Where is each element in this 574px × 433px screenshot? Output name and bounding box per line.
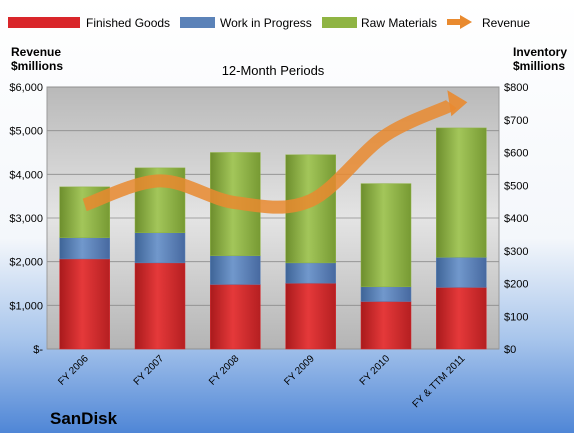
bar-work-in-progress — [360, 286, 412, 302]
left-tick-label: $4,000 — [9, 169, 43, 181]
bar-finished-goods — [134, 262, 186, 350]
left-tick-label: $- — [33, 344, 43, 356]
left-axis-label-line2: $millions — [11, 59, 63, 73]
right-tick-label: $800 — [504, 82, 528, 94]
legend-swatch-raw-materials — [322, 17, 357, 28]
left-tick-label: $6,000 — [9, 82, 43, 94]
bar-work-in-progress — [210, 255, 261, 285]
bar-finished-goods — [210, 284, 261, 350]
bar-work-in-progress — [436, 257, 487, 288]
legend-swatch-work-in-progress — [180, 17, 215, 28]
revenue-line-layer — [82, 90, 468, 214]
bar-raw-materials — [436, 127, 487, 258]
right-axis-label-line1: Inventory — [513, 45, 567, 59]
legend-swatch-revenue — [447, 15, 472, 29]
bar-finished-goods — [436, 287, 487, 350]
chart-title: 12-Month Periods — [222, 63, 325, 78]
revenue-arrowhead — [447, 90, 468, 117]
right-tick-label: $100 — [504, 311, 528, 323]
legend: Finished Goods Work in Progress Raw Mate… — [8, 15, 530, 30]
right-tick-label: $300 — [504, 246, 528, 258]
left-axis-label-line1: Revenue — [11, 45, 61, 59]
bar-raw-materials — [360, 183, 412, 288]
left-tick-label: $5,000 — [9, 126, 43, 138]
legend-label-revenue: Revenue — [482, 16, 530, 30]
right-tick-label: $500 — [504, 180, 528, 192]
bar-work-in-progress — [134, 232, 186, 264]
bar-finished-goods — [59, 258, 110, 350]
right-tick-label: $200 — [504, 279, 528, 291]
legend-label-work-in-progress: Work in Progress — [220, 16, 312, 30]
bar-work-in-progress — [285, 262, 336, 284]
bar-finished-goods — [285, 282, 336, 350]
right-tick-label: $600 — [504, 148, 528, 160]
right-axis-label-line2: $millions — [513, 59, 565, 73]
legend-swatch-finished-goods — [8, 17, 80, 28]
legend-label-raw-materials: Raw Materials — [361, 16, 437, 30]
right-tick-label: $400 — [504, 213, 528, 225]
right-tick-label: $0 — [504, 344, 516, 356]
left-tick-label: $2,000 — [9, 257, 43, 269]
gridlines — [47, 86, 499, 350]
bar-finished-goods — [360, 301, 412, 350]
left-tick-label: $1,000 — [9, 300, 43, 312]
company-label: SanDisk — [50, 409, 118, 428]
bar-layer — [59, 127, 487, 350]
left-tick-label: $3,000 — [9, 213, 43, 225]
legend-label-finished-goods: Finished Goods — [86, 16, 170, 30]
bar-work-in-progress — [59, 237, 110, 260]
revenue-line — [82, 98, 457, 214]
right-tick-label: $700 — [504, 115, 528, 127]
